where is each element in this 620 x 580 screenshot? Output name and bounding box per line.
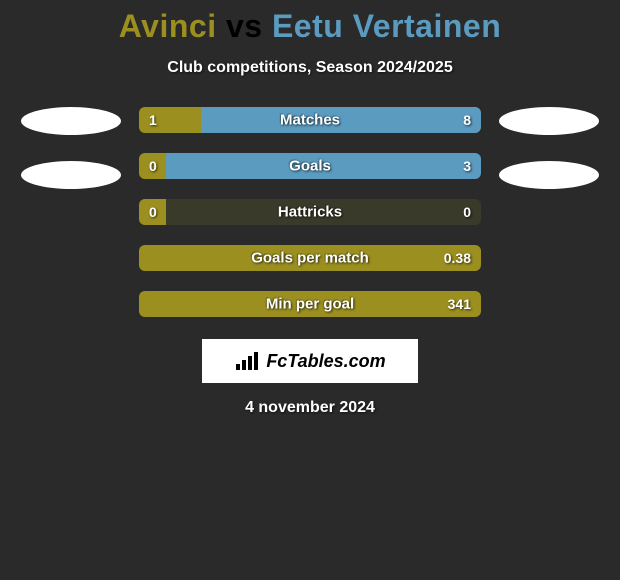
team-logo-left-1	[21, 107, 121, 135]
player1-name: Avinci	[119, 8, 217, 44]
stat-row: Min per goal 341	[139, 291, 481, 317]
stat-row: Goals 0 3	[139, 153, 481, 179]
player2-name: Eetu Vertainen	[272, 8, 501, 44]
stat-row: Goals per match 0.38	[139, 245, 481, 271]
bar-value-right: 0.38	[444, 250, 471, 266]
bar-value-left: 0	[149, 158, 157, 174]
bar-label: Min per goal	[266, 296, 354, 313]
bar-value-left: 0	[149, 204, 157, 220]
bar-value-right: 8	[463, 112, 471, 128]
comparison-infographic: Avinci vs Eetu Vertainen Club competitio…	[0, 0, 620, 417]
page-title: Avinci vs Eetu Vertainen	[0, 8, 620, 45]
stat-row: Hattricks 0 0	[139, 199, 481, 225]
stat-bars: Matches 1 8 Goals 0 3 Hattricks 0 0 Goals per mat…	[139, 107, 481, 317]
bar-value-right: 0	[463, 204, 471, 220]
bar-label: Matches	[280, 112, 340, 129]
team-logo-right-1	[499, 107, 599, 135]
stats-area: Matches 1 8 Goals 0 3 Hattricks 0 0 Goals per mat…	[0, 107, 620, 317]
left-logos-column	[21, 107, 121, 189]
bar-value-right: 3	[463, 158, 471, 174]
bar-label: Hattricks	[278, 204, 342, 221]
bar-value-left: 1	[149, 112, 157, 128]
subtitle: Club competitions, Season 2024/2025	[0, 59, 620, 77]
brand-chart-icon	[234, 350, 260, 372]
bar-value-right: 341	[448, 296, 471, 312]
team-logo-right-2	[499, 161, 599, 189]
date-text: 4 november 2024	[0, 399, 620, 417]
bar-label: Goals per match	[251, 250, 369, 267]
brand-text: FcTables.com	[266, 351, 385, 372]
brand-badge: FcTables.com	[202, 339, 418, 383]
stat-row: Matches 1 8	[139, 107, 481, 133]
bar-right-fill	[201, 107, 481, 133]
bar-label: Goals	[289, 158, 331, 175]
right-logos-column	[499, 107, 599, 189]
vs-text: vs	[217, 8, 272, 44]
team-logo-left-2	[21, 161, 121, 189]
